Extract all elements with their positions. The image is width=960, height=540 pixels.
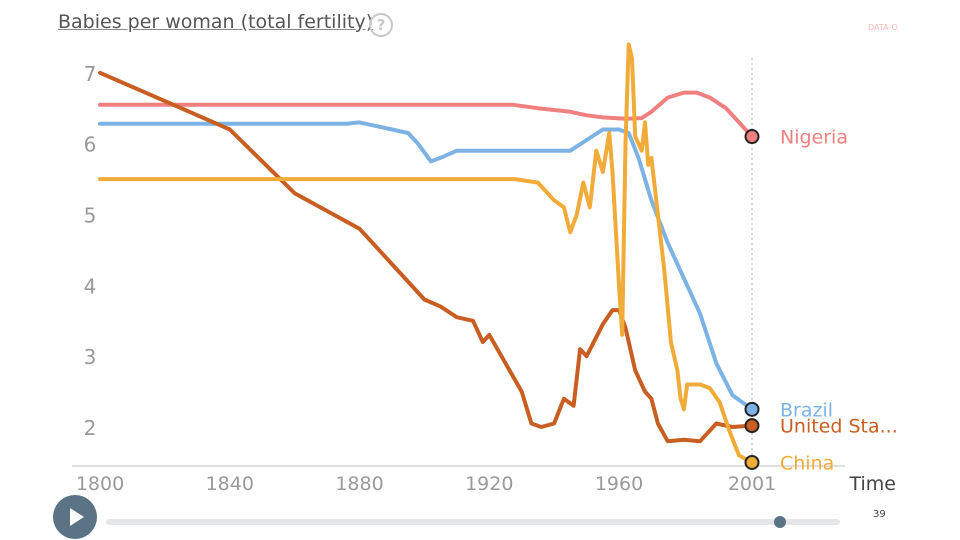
- y-tick-label: 3: [84, 345, 97, 369]
- y-tick-label: 5: [84, 203, 97, 227]
- series-end-point: [744, 418, 760, 434]
- y-tick-label: 4: [84, 274, 97, 298]
- series-end-point: [744, 454, 760, 470]
- x-tick-label: 1920: [465, 473, 513, 495]
- chart-title[interactable]: Babies per woman (total fertility): [58, 11, 374, 33]
- series-label: China: [780, 452, 834, 474]
- x-tick-label: 2001: [728, 473, 776, 495]
- x-tick-label: 1960: [595, 473, 643, 495]
- series-label: Brazil: [780, 399, 833, 421]
- y-tick-label: 2: [84, 416, 97, 440]
- series-end-point: [744, 401, 760, 417]
- series-line: [98, 90, 754, 139]
- help-icon[interactable]: ?: [369, 13, 393, 37]
- watermark-text: DATA-O: [868, 23, 898, 32]
- x-tick-label: 1840: [206, 473, 254, 495]
- series-label: United Sta...: [780, 416, 898, 438]
- timeline-slider-track[interactable]: [106, 519, 840, 525]
- series-line: [98, 70, 754, 444]
- series-line: [98, 42, 754, 465]
- y-tick-label: 6: [84, 133, 97, 157]
- x-tick-label: 1880: [335, 473, 383, 495]
- x-axis-label: Time: [849, 473, 897, 495]
- series-line: [98, 120, 754, 412]
- series-label: Nigeria: [780, 127, 848, 149]
- series-end-point: [744, 129, 760, 145]
- page-number: 39: [873, 509, 886, 520]
- y-tick-label: 7: [84, 62, 97, 86]
- line-chart: 2 3 4 5 6 7 1800 1840 1880 1920 1960 2001 Time Nigeri…: [72, 42, 898, 495]
- timeline-slider-handle[interactable]: [774, 516, 786, 528]
- x-tick-label: 1800: [76, 473, 124, 495]
- play-button[interactable]: [53, 495, 97, 539]
